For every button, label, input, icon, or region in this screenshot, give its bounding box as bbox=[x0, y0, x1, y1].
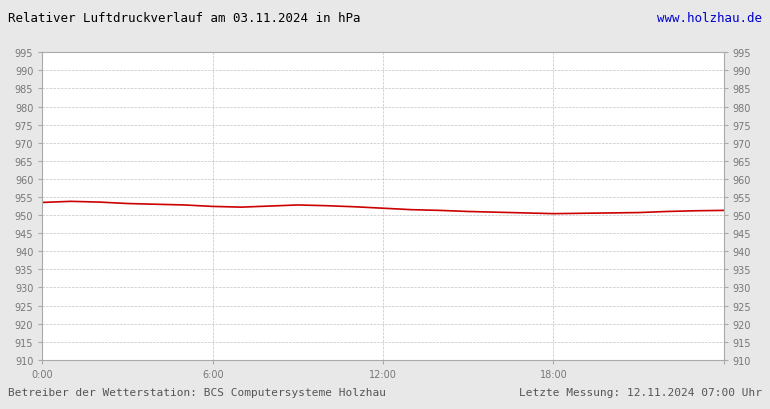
Text: www.holzhau.de: www.holzhau.de bbox=[658, 12, 762, 25]
Text: Letzte Messung: 12.11.2024 07:00 Uhr: Letzte Messung: 12.11.2024 07:00 Uhr bbox=[519, 387, 762, 397]
Text: Relativer Luftdruckverlauf am 03.11.2024 in hPa: Relativer Luftdruckverlauf am 03.11.2024… bbox=[8, 12, 360, 25]
Text: Betreiber der Wetterstation: BCS Computersysteme Holzhau: Betreiber der Wetterstation: BCS Compute… bbox=[8, 387, 386, 397]
